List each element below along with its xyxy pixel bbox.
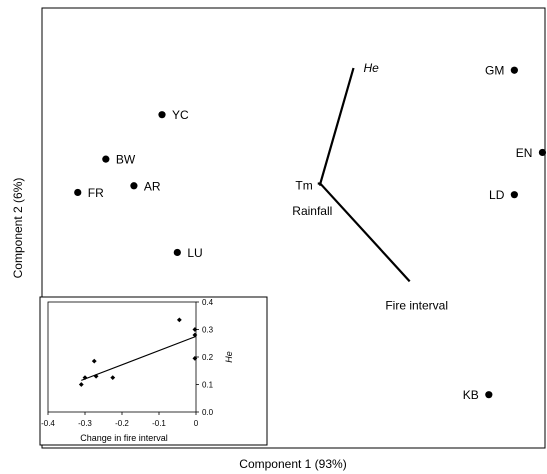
inset-point (91, 358, 97, 364)
inset-y-tick-label: 0.2 (202, 353, 214, 362)
inset-y-axis-label: He (224, 351, 234, 363)
biplot-points (74, 66, 547, 399)
point-label-fr: FR (88, 186, 104, 200)
inset-point (192, 355, 198, 361)
point-fr (74, 188, 82, 197)
point-kb (485, 391, 493, 399)
point-gm (510, 66, 518, 74)
vector-label-he: He (364, 61, 380, 75)
inset-trendline-group (81, 335, 197, 381)
inset-point (78, 382, 84, 387)
biplot-labels: GM EN LD KB YC BW FR AR LU He Tm Rainfall Fire inter… (88, 61, 533, 402)
biplot-frame (41, 7, 546, 449)
vector-label-rainfall: Rainfall (292, 204, 332, 218)
vector-label-tm: Tm (295, 179, 312, 193)
point-label-bw: BW (116, 153, 136, 167)
inset-x-tick-label: -0.4 (41, 419, 55, 428)
inset-y-tick-label: 0.1 (202, 381, 214, 390)
point-en (538, 148, 547, 157)
inset-chart: -0.4 -0.3 -0.2 -0.1 00.0 0.1 0.2 0.3 0.4 Change … (39, 296, 268, 446)
inset-point (110, 375, 116, 381)
point-label-en: EN (516, 146, 533, 160)
inset-y-tick-label: 0.3 (202, 326, 214, 335)
point-lu (173, 248, 181, 257)
point-yc (158, 111, 166, 119)
inset-x-tick-label: -0.1 (152, 419, 166, 428)
point-label-gm: GM (485, 64, 504, 78)
inset-point (176, 317, 182, 323)
inset-points (78, 317, 198, 387)
inset-point (82, 375, 88, 381)
inset-x-tick-label: -0.3 (78, 419, 92, 428)
point-label-ld: LD (489, 188, 505, 202)
x-axis-label: Component 1 (93%) (239, 457, 346, 471)
point-label-ar: AR (144, 179, 161, 193)
inset-point (93, 373, 99, 379)
vector-line-fire-interval (319, 182, 411, 283)
point-bw (102, 155, 110, 163)
point-ld (510, 191, 518, 199)
inset-point (192, 332, 198, 338)
inset-point (192, 327, 198, 332)
point-label-yc: YC (172, 108, 189, 122)
inset-x-axis-label: Change in fire interval (80, 433, 168, 443)
inset-trendline (81, 335, 197, 381)
y-axis-label: Component 2 (6%) (11, 178, 25, 279)
inset-y-tick-label: 0.0 (202, 408, 214, 417)
inset-axes: -0.4 -0.3 -0.2 -0.1 00.0 0.1 0.2 0.3 0.4 (41, 298, 214, 428)
vector-label-fire-interval: Fire interval (385, 298, 448, 312)
biplot-vectors (317, 67, 411, 283)
point-ar (130, 182, 138, 190)
inset-x-tick-label: -0.2 (115, 419, 129, 428)
inset-x-tick-label: 0 (194, 419, 199, 428)
vector-line-he (319, 67, 355, 184)
point-label-lu: LU (187, 246, 202, 260)
inset-frame (39, 296, 268, 446)
inset-y-tick-label: 0.4 (202, 298, 214, 307)
point-label-kb: KB (463, 388, 479, 402)
